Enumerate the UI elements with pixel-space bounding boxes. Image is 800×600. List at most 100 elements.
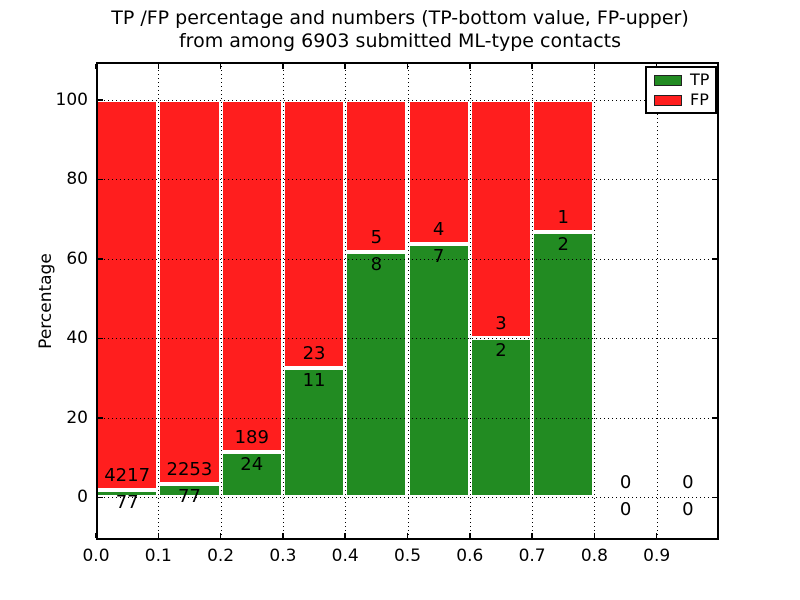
v-gridline bbox=[345, 62, 347, 540]
fp-legend-swatch bbox=[654, 94, 682, 106]
y-tick-right bbox=[712, 178, 717, 180]
legend-item-tp: TP bbox=[654, 72, 715, 88]
tp-count-label: 77 bbox=[177, 485, 201, 507]
chart-title-line1: TP /FP percentage and numbers (TP-bottom… bbox=[111, 7, 689, 29]
y-tick-right bbox=[712, 417, 717, 419]
tp-count-label: 0 bbox=[619, 499, 632, 520]
tp-count-label: 11 bbox=[302, 370, 326, 392]
x-tick-label: 0.7 bbox=[518, 546, 546, 566]
v-gridline bbox=[594, 62, 596, 540]
x-tick-top bbox=[406, 64, 409, 69]
v-gridline bbox=[282, 62, 284, 540]
fp-count-label: 189 bbox=[234, 427, 269, 449]
y-tick-right bbox=[712, 496, 717, 498]
y-tick-left bbox=[98, 337, 103, 339]
fp-count-label: 5 bbox=[370, 227, 383, 249]
y-tick-right bbox=[712, 337, 717, 339]
x-tick-label: 0.3 bbox=[269, 546, 297, 566]
fp-bar-segment bbox=[220, 99, 283, 453]
x-tick-label: 0.6 bbox=[456, 546, 484, 566]
fp-bar-segment bbox=[158, 99, 221, 484]
fp-count-label: 2253 bbox=[166, 458, 213, 480]
y-tick-left bbox=[98, 178, 103, 180]
x-tick-top bbox=[469, 64, 471, 69]
v-gridline bbox=[407, 62, 409, 540]
y-tick-left bbox=[98, 417, 103, 419]
x-tick-bottom bbox=[157, 533, 160, 538]
tp-count-label: 24 bbox=[240, 454, 264, 476]
chart-title-line2: from among 6903 submitted ML-type contac… bbox=[178, 30, 622, 52]
y-tick-label: 60 bbox=[66, 248, 88, 269]
plot-frame bbox=[96, 62, 719, 540]
tp-bar-segment bbox=[532, 231, 595, 497]
x-tick-bottom bbox=[655, 533, 658, 538]
v-gridline bbox=[656, 62, 658, 540]
tp-bar-segment bbox=[407, 244, 470, 497]
x-tick-top bbox=[157, 64, 160, 69]
x-tick-bottom bbox=[531, 533, 533, 538]
x-tick-top bbox=[219, 64, 222, 69]
fp-bar-segment bbox=[407, 99, 470, 245]
x-tick-label: 0.0 bbox=[82, 546, 110, 566]
x-tick-bottom bbox=[469, 533, 471, 538]
v-gridline bbox=[158, 62, 160, 540]
x-tick-label: 0.5 bbox=[393, 546, 422, 566]
tp-bar-segment bbox=[282, 368, 346, 497]
fp-count-label: 0 bbox=[619, 472, 632, 493]
x-tick-top bbox=[531, 64, 533, 69]
fp-bar-segment bbox=[96, 99, 159, 490]
x-tick-top bbox=[282, 64, 284, 69]
tp-count-label: 8 bbox=[370, 254, 383, 276]
tp-bar-segment bbox=[220, 452, 283, 497]
tp-legend-swatch bbox=[654, 74, 682, 86]
v-gridline bbox=[532, 62, 534, 540]
y-tick-label: 40 bbox=[66, 328, 88, 348]
plot-area: Percentage Predicted probability TP FP 4… bbox=[36, 62, 719, 565]
tp-count-label: 77 bbox=[115, 491, 139, 513]
tp-count-label: 7 bbox=[432, 246, 445, 268]
y-axis-label: Percentage bbox=[36, 253, 56, 349]
fp-count-label: 4 bbox=[432, 219, 445, 241]
x-tick-bottom bbox=[344, 533, 346, 538]
y-tick-label: 0 bbox=[77, 487, 88, 507]
x-tick-label: 0.2 bbox=[207, 546, 235, 566]
y-tick-right bbox=[712, 258, 717, 260]
fp-count-label: 0 bbox=[682, 472, 694, 493]
x-tick-top bbox=[344, 64, 346, 69]
fp-bar-segment bbox=[282, 99, 346, 369]
fp-bar-segment bbox=[345, 99, 408, 253]
x-tick-bottom bbox=[406, 533, 409, 538]
fp-count-label: 4217 bbox=[104, 464, 151, 486]
x-tick-label: 0.4 bbox=[331, 546, 359, 566]
chart-title: TP /FP percentage and numbers (TP-bottom… bbox=[0, 7, 800, 53]
legend: TP FP bbox=[645, 66, 717, 114]
x-tick-bottom bbox=[593, 533, 596, 538]
fp-count-label: 23 bbox=[302, 343, 326, 365]
x-tick-bottom bbox=[219, 533, 222, 538]
fp-count-label: 3 bbox=[495, 313, 507, 334]
x-tick-label: 0.1 bbox=[144, 546, 172, 566]
fp-count-label: 1 bbox=[557, 206, 569, 228]
x-tick-label: 0.9 bbox=[643, 546, 671, 566]
y-tick-left bbox=[98, 258, 103, 260]
x-tick-label: 0.8 bbox=[580, 546, 608, 566]
y-tick-left bbox=[98, 99, 103, 101]
x-tick-top bbox=[593, 64, 596, 69]
legend-item-fp: FP bbox=[654, 92, 715, 108]
v-gridline bbox=[220, 62, 222, 540]
fp-bar-segment bbox=[532, 99, 595, 232]
legend-label-fp: FP bbox=[690, 90, 709, 109]
y-tick-label: 20 bbox=[66, 407, 88, 428]
legend-label-tp: TP bbox=[690, 70, 710, 89]
y-tick-left bbox=[98, 496, 103, 498]
v-gridline bbox=[469, 62, 471, 540]
x-tick-bottom bbox=[282, 533, 284, 538]
tp-bar-segment bbox=[158, 483, 221, 497]
tp-bar-segment bbox=[345, 252, 408, 497]
tp-count-label: 2 bbox=[557, 233, 569, 255]
y-tick-label: 80 bbox=[66, 169, 88, 189]
y-tick-label: 100 bbox=[55, 89, 88, 110]
tp-count-label: 0 bbox=[682, 499, 694, 520]
tp-count-label: 2 bbox=[495, 340, 507, 361]
